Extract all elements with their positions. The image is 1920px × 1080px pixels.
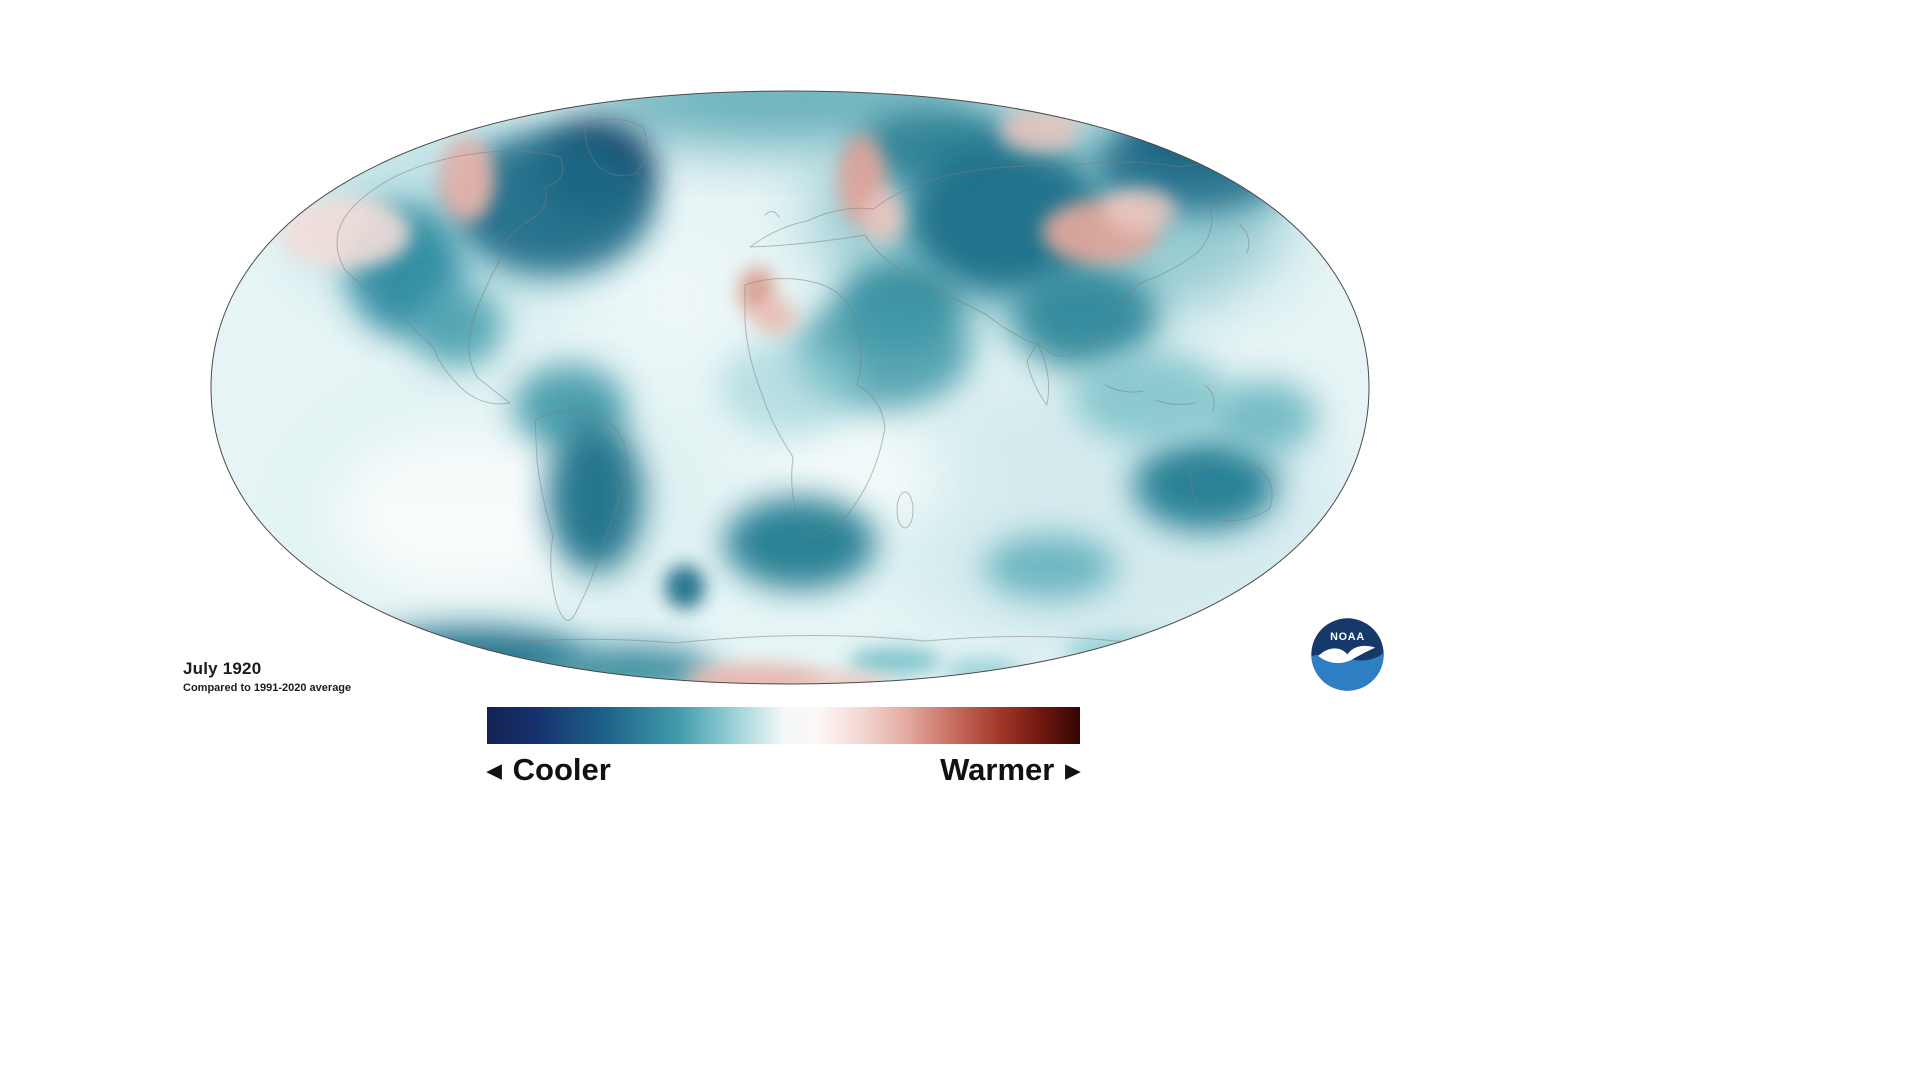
noaa-seagull-icon — [1318, 645, 1376, 664]
noaa-logo-text: NOAA — [1330, 631, 1365, 643]
warm-anomaly-blobs — [279, 108, 1176, 684]
map-outline — [210, 90, 1370, 685]
map-subtitle: Compared to 1991-2020 average — [183, 682, 352, 694]
cooler-label: Cooler — [512, 752, 611, 787]
warmer-label: Warmer — [940, 752, 1055, 787]
cooler-arrow-icon: ◀ — [487, 760, 502, 782]
warmer-arrow-icon: ▶ — [1065, 760, 1080, 782]
noaa-logo-sea — [1311, 652, 1384, 691]
map-title: July 1920 — [183, 659, 262, 678]
map-body — [211, 91, 1369, 684]
warmer-legend: Warmer ▶ — [940, 752, 1080, 788]
cooler-legend: ◀ Cooler — [487, 752, 611, 788]
world-temperature-anomaly-map — [210, 90, 1370, 685]
temperature-colorbar — [487, 707, 1080, 744]
noaa-logo: NOAA — [1311, 618, 1384, 691]
map-caption: July 1920 Compared to 1991-2020 average — [183, 659, 351, 694]
coastlines — [336, 118, 1317, 651]
colorbar-labels: ◀ Cooler Warmer ▶ — [487, 752, 1080, 788]
